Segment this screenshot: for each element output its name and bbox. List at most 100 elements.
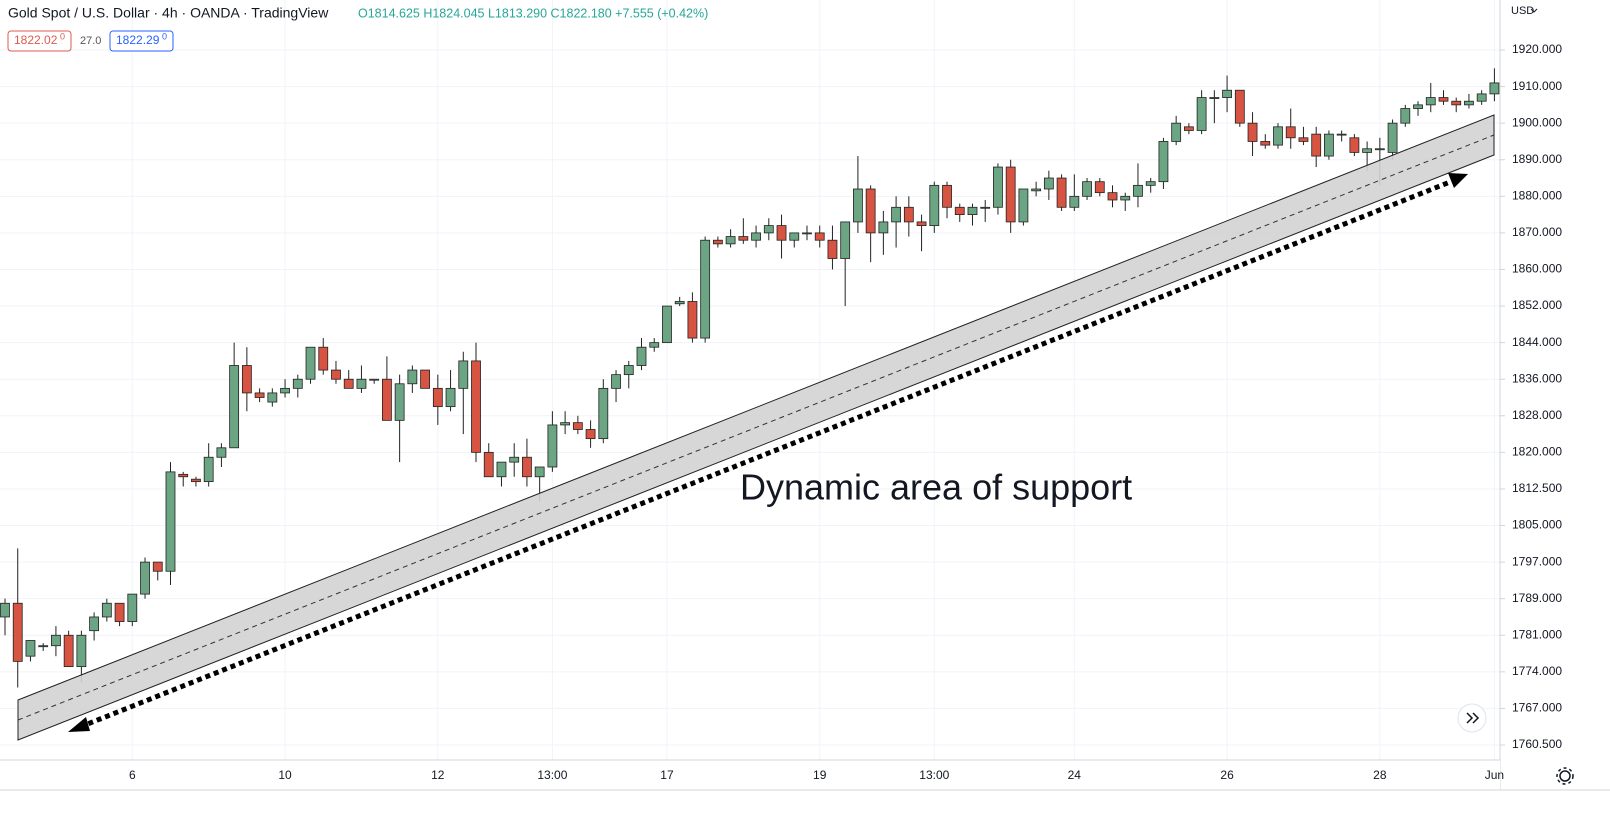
candle-body (1349, 137, 1360, 153)
candle-body (114, 602, 125, 622)
candle-body (432, 387, 443, 408)
candle-body (1247, 122, 1258, 142)
candle-body (152, 561, 163, 572)
candle-body (534, 466, 545, 478)
candle-body (1464, 100, 1474, 106)
candle-body (814, 232, 825, 241)
currency-caret (1530, 8, 1538, 13)
candle-body (25, 640, 36, 657)
y-tick-label: 1870.000 (1512, 225, 1562, 239)
scroll-icon (1466, 712, 1480, 724)
candle-body (1260, 141, 1271, 146)
candle-body (1387, 122, 1398, 153)
candle-body (751, 232, 761, 241)
candle-body (496, 461, 507, 478)
y-tick-label: 1781.000 (1512, 627, 1562, 641)
candle-body (891, 206, 901, 223)
candle-body (229, 365, 240, 449)
y-tick-label: 1797.000 (1512, 554, 1562, 568)
channel-midline (17, 134, 1495, 721)
x-tick-label: 28 (1373, 768, 1387, 782)
candle-body (191, 478, 201, 483)
candle-body (1400, 108, 1411, 124)
candle-body (878, 221, 889, 234)
candle-body (1324, 133, 1334, 157)
candle-body (394, 383, 405, 421)
candle-body (1056, 177, 1067, 208)
candle-body (649, 342, 660, 348)
candle-body (700, 239, 711, 339)
candle-body (954, 206, 965, 216)
candle-body (1158, 141, 1169, 183)
x-tick-label: 13:00 (537, 768, 567, 782)
candle-body (0, 602, 10, 618)
candle-body (343, 378, 354, 389)
candle-body (51, 634, 61, 647)
candle-body (993, 166, 1003, 208)
y-tick-label: 1900.000 (1512, 115, 1562, 129)
candle-body (1209, 97, 1220, 99)
candle-body (1285, 126, 1296, 139)
candle-body (407, 369, 418, 385)
candle-body (1133, 184, 1143, 197)
candle-body (1107, 192, 1118, 201)
sell-box[interactable] (7, 30, 72, 52)
candle-body (1031, 188, 1042, 192)
candle-body (725, 236, 736, 245)
candle-body (1094, 181, 1105, 194)
candle-body (636, 346, 647, 366)
candle-body (547, 424, 558, 468)
y-tick-label: 1767.000 (1512, 701, 1562, 715)
x-tick-label: 26 (1220, 768, 1234, 782)
candle-body (1145, 181, 1156, 186)
buy-box[interactable] (109, 30, 174, 52)
candle-body (458, 360, 469, 389)
candle-body (1425, 97, 1436, 106)
candle-body (1120, 195, 1131, 201)
candle-body (1489, 82, 1500, 95)
candle-body (1005, 166, 1016, 223)
buy-price: 1822.29 (116, 33, 160, 47)
candle-body (1311, 133, 1322, 157)
candle-body (1298, 137, 1309, 142)
candle-body (1413, 104, 1423, 109)
candle-body (254, 392, 265, 398)
candle-body (267, 392, 278, 403)
candle-body (1336, 133, 1347, 136)
candle-body (903, 206, 914, 223)
x-tick-label: 17 (660, 768, 674, 782)
settings-icon[interactable] (1556, 767, 1574, 785)
y-tick-label: 1852.000 (1512, 298, 1562, 312)
candle-body (1374, 148, 1385, 151)
candle-body (827, 239, 838, 259)
candle-body (318, 346, 329, 371)
candle-body (967, 206, 978, 216)
y-tick-label: 1820.000 (1512, 445, 1562, 459)
candle-body (203, 456, 214, 483)
y-tick-label: 1890.000 (1512, 152, 1562, 166)
buy-price-sup: 0 (162, 31, 167, 41)
candle-body (509, 456, 520, 463)
x-tick-label: 24 (1068, 768, 1082, 782)
candle-body (560, 422, 571, 426)
candle-body (63, 634, 74, 668)
candle-body (38, 645, 49, 648)
candle-body (280, 387, 290, 394)
arrow-head (1448, 173, 1468, 188)
candle-body (127, 593, 138, 622)
candle-body (763, 225, 774, 234)
support-arrow (79, 177, 1456, 730)
candle-body (331, 369, 341, 380)
candle-body (585, 429, 596, 440)
candle-body (1222, 89, 1232, 98)
currency[interactable]: USD (1511, 5, 1534, 17)
candle-body (1171, 122, 1182, 142)
candle-body (101, 602, 112, 618)
gear-teeth (1556, 767, 1574, 785)
x-tick-label: 13:00 (919, 768, 949, 782)
arrow-head (68, 717, 90, 732)
candle-body (712, 239, 723, 245)
candle-body (623, 365, 634, 376)
